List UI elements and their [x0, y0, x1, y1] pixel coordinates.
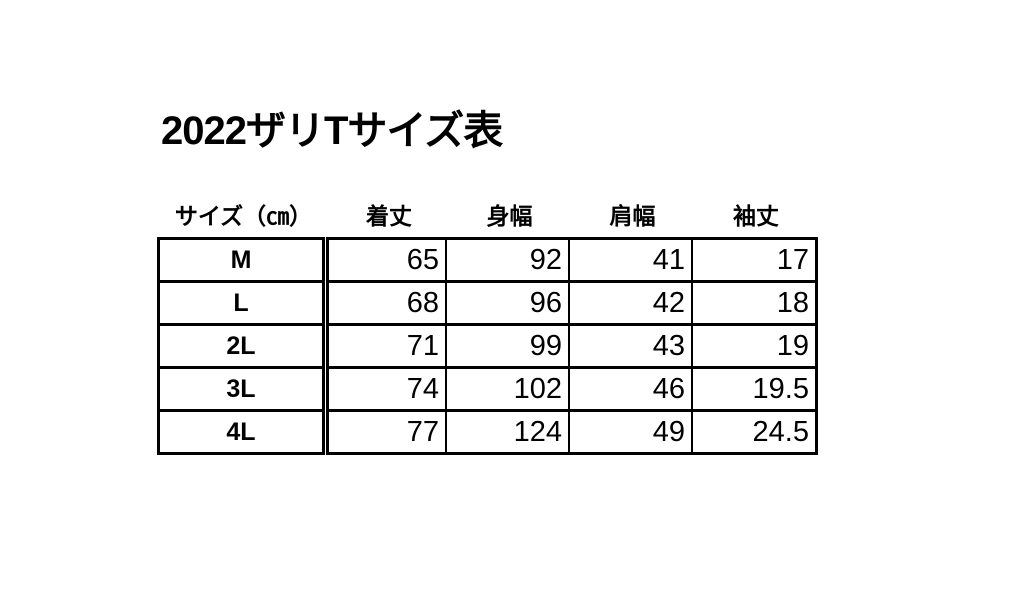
measurement-cell: 71 — [329, 326, 445, 366]
measurement-cell: 19.5 — [693, 369, 815, 409]
measurement-cell: 99 — [447, 326, 568, 366]
size-label-column: M L 2L 3L 4L — [157, 237, 325, 455]
column-header-size: サイズ（㎝） — [174, 203, 313, 229]
column-header-row: サイズ（㎝） 着丈 身幅 肩幅 袖丈 — [157, 201, 818, 232]
column-header-shoulder-width: 肩幅 — [609, 203, 656, 229]
size-cell: 4L — [160, 412, 322, 452]
measurement-cell: 18 — [693, 283, 815, 323]
measurement-cell: 17 — [693, 240, 815, 280]
column-header-body-length: 着丈 — [366, 203, 412, 229]
page-title: 2022ザリTサイズ表 — [161, 109, 503, 153]
measurement-cell: 77 — [329, 412, 445, 452]
size-cell: L — [160, 283, 322, 323]
measurement-cell: 92 — [447, 240, 568, 280]
measurement-cell: 24.5 — [693, 412, 815, 452]
column-header-body-width: 身幅 — [486, 203, 533, 229]
size-chart-table: M L 2L 3L 4L 65 92 41 17 68 96 42 18 71 … — [157, 237, 818, 455]
measurement-cell: 41 — [570, 240, 691, 280]
measurement-cell: 49 — [570, 412, 691, 452]
measurement-cell: 46 — [570, 369, 691, 409]
measurement-cell: 42 — [570, 283, 691, 323]
column-header-sleeve-length: 袖丈 — [733, 203, 779, 229]
measurement-cell: 65 — [329, 240, 445, 280]
size-cell: M — [160, 240, 322, 280]
measurement-cell: 19 — [693, 326, 815, 366]
measurement-cell: 96 — [447, 283, 568, 323]
measurement-cell: 124 — [447, 412, 568, 452]
measurement-cell: 68 — [329, 283, 445, 323]
measurement-cell: 43 — [570, 326, 691, 366]
size-cell: 3L — [160, 369, 322, 409]
measurement-cell: 74 — [329, 369, 445, 409]
size-cell: 2L — [160, 326, 322, 366]
measurement-grid: 65 92 41 17 68 96 42 18 71 99 43 19 74 1… — [326, 237, 818, 455]
measurement-cell: 102 — [447, 369, 568, 409]
